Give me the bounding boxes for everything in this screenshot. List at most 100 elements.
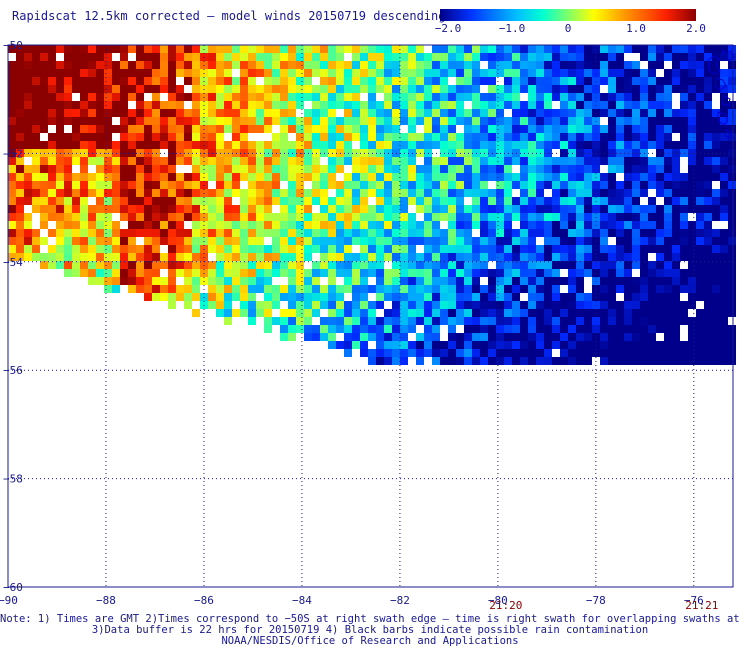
swath-cell [576,141,584,149]
swath-cell [520,309,528,317]
swath-cell [680,53,688,61]
swath-cell [232,237,240,245]
swath-cell [144,261,152,269]
swath-cell [16,117,24,125]
swath-cell [624,101,632,109]
swath-cell [616,221,624,229]
swath-cell [608,109,616,117]
swath-cell [424,269,432,277]
swath-cell [496,45,504,53]
swath-cell [544,269,552,277]
swath-cell [368,45,376,53]
swath-cell [48,93,56,101]
swath-cell [448,109,456,117]
swath-cell [24,181,32,189]
swath-cell [640,165,648,173]
swath-cell [208,165,216,173]
swath-cell [376,181,384,189]
swath-cell [552,293,560,301]
swath-cell [464,221,472,229]
swath-cell [584,165,592,173]
swath-cell [8,181,16,189]
swath-cell [32,93,40,101]
longitude-label: −82 [390,594,410,607]
swath-cell [208,245,216,253]
swath-cell [528,85,536,93]
swath-cell [136,53,144,61]
swath-cell [120,269,128,277]
swath-cell [192,245,200,253]
swath-cell [648,285,656,293]
swath-cell [576,269,584,277]
swath-cell [584,213,592,221]
swath-cell [608,229,616,237]
swath-cell [32,85,40,93]
swath-cell [224,189,232,197]
swath-cell [384,53,392,61]
swath-cell [704,205,712,213]
swath-cell [88,213,96,221]
swath-cell [616,157,624,165]
swath-cell [696,157,704,165]
swath-cell [24,53,32,61]
swath-cell [408,269,416,277]
swath-cell [256,69,264,77]
swath-cell [296,61,304,69]
swath-cell [136,181,144,189]
swath-cell [640,277,648,285]
swath-cell [608,61,616,69]
swath-cell [648,269,656,277]
swath-cell [496,333,504,341]
swath-cell [632,141,640,149]
swath-cell [352,229,360,237]
swath-cell [496,85,504,93]
swath-cell [688,341,696,349]
swath-cell [272,133,280,141]
swath-cell [648,317,656,325]
swath-cell [272,101,280,109]
swath-cell [440,301,448,309]
swath-cell [504,165,512,173]
swath-cell [624,61,632,69]
swath-cell [688,141,696,149]
swath-cell [656,317,664,325]
swath-cell [576,165,584,173]
swath-cell [16,237,24,245]
swath-cell [600,197,608,205]
swath-cell [680,69,688,77]
swath-cell [288,197,296,205]
swath-cell [264,221,272,229]
swath-cell [264,285,272,293]
swath-cell [584,205,592,213]
swath-cell [64,173,72,181]
swath-cell [392,333,400,341]
swath-cell [440,157,448,165]
swath-cell [536,341,544,349]
swath-cell [272,69,280,77]
swath-cell [464,333,472,341]
swath-cell [472,205,480,213]
swath-cell [64,165,72,173]
swath-cell [384,157,392,165]
swath-cell [480,293,488,301]
swath-cell [672,205,680,213]
swath-cell [288,101,296,109]
swath-cell [664,197,672,205]
swath-cell [512,253,520,261]
swath-cell [456,349,464,357]
swath-cell [56,117,64,125]
swath-cell [688,69,696,77]
swath-cell [168,277,176,285]
swath-cell [664,181,672,189]
swath-cell [720,301,728,309]
swath-cell [240,53,248,61]
swath-cell [400,245,408,253]
swath-cell [664,349,672,357]
swath-cell [704,229,712,237]
swath-cell [512,69,520,77]
swath-cell [304,141,312,149]
swath-cell [608,277,616,285]
swath-cell [496,285,504,293]
swath-cell [248,173,256,181]
swath-cell [616,237,624,245]
